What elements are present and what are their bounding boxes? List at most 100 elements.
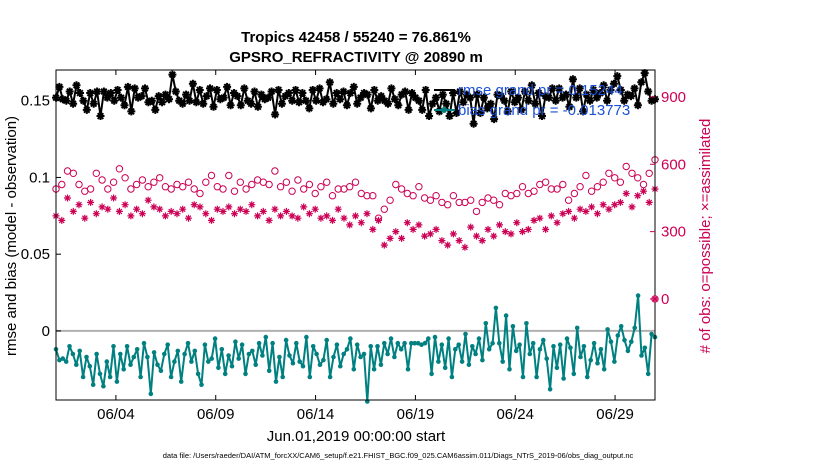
bias-point (598, 347, 604, 352)
rmse-point (442, 99, 451, 108)
assimilated-point (92, 210, 100, 218)
possible-point (564, 196, 573, 204)
rmse-point (134, 93, 143, 102)
assimilated-point (219, 207, 227, 215)
rmse-point (613, 72, 622, 81)
rmse-point (534, 89, 543, 97)
bias-point (524, 321, 529, 326)
rmse-point (281, 92, 290, 101)
bias-point (520, 374, 526, 380)
bias-point (513, 348, 519, 354)
assimilated-point (553, 219, 561, 227)
bias-point (175, 348, 181, 354)
possible-point (305, 180, 314, 189)
bias-point (87, 363, 93, 369)
rmse-point (565, 102, 574, 111)
assimilated-point (208, 216, 215, 224)
assimilated-point (282, 207, 290, 215)
assimilated-point (156, 205, 164, 213)
rmse-point (329, 99, 338, 108)
bias-point (385, 351, 390, 357)
bias-point (294, 340, 299, 346)
possible-point (455, 198, 463, 207)
bias-point (382, 340, 387, 346)
rmse-point (633, 101, 642, 110)
assimilated-point (127, 212, 135, 220)
assimilated-point (121, 201, 129, 209)
rmse-point (630, 84, 639, 93)
bias-point (426, 336, 431, 341)
bias-point (145, 354, 150, 360)
possible-point (444, 201, 452, 209)
bias-point (270, 340, 275, 346)
rmse-point (503, 107, 512, 116)
rmse-point (627, 92, 635, 101)
rmse-point (260, 95, 269, 104)
bias-point (300, 363, 306, 369)
bias-point (273, 379, 279, 384)
rmse-point (575, 84, 584, 93)
assimilated-point (599, 201, 607, 209)
bias-series (53, 293, 658, 404)
rmse-point (161, 90, 170, 99)
assimilated-point (144, 196, 152, 204)
assimilated-point (576, 205, 584, 213)
rmse-point (452, 109, 461, 117)
bias-point (571, 371, 577, 377)
legend-rmse-label: rmse grand pr = 0.15244 (458, 82, 623, 99)
bias-point (557, 342, 563, 348)
possible-point (138, 176, 147, 184)
x-tick-label: 06/04 (97, 406, 135, 423)
assimilated-point (444, 241, 452, 249)
y-right-tick-label: 0 (661, 291, 669, 308)
bias-line (55, 294, 656, 403)
rmse-point (431, 93, 440, 102)
assimilated-point (542, 225, 550, 233)
bias-point (263, 334, 269, 340)
rmse-point (435, 107, 444, 116)
possible-point (300, 185, 308, 193)
bias-point (138, 374, 143, 380)
legend-bias-marker (441, 107, 447, 113)
rmse-point (438, 90, 447, 99)
rmse-point (510, 98, 519, 107)
bias-point (500, 359, 506, 364)
possible-point (645, 169, 653, 178)
bias-point (618, 324, 624, 329)
possible-point (495, 201, 504, 209)
assimilated-point (570, 214, 578, 222)
assimilated-point (369, 225, 377, 233)
bias-point (456, 342, 462, 348)
possible-point (92, 169, 101, 178)
bias-point (490, 340, 495, 346)
bias-point (327, 374, 333, 380)
possible-point (432, 192, 440, 200)
assimilated-point (616, 198, 624, 206)
bias-point (189, 359, 194, 364)
possible-point (109, 178, 118, 186)
assimilated-point (64, 194, 71, 202)
bias-point (402, 340, 407, 346)
y-left-axis-ticks: 0 0.05 0.1 0.15 (21, 93, 61, 340)
rmse-point (483, 104, 492, 113)
bias-point (250, 348, 255, 354)
rmse-point (113, 86, 122, 94)
rmse-point (291, 86, 300, 94)
assimilated-point (329, 216, 336, 224)
rmse-point (640, 69, 649, 78)
possible-point (196, 189, 204, 198)
rmse-point (223, 82, 232, 91)
possible-point (392, 180, 400, 189)
bias-point (635, 293, 641, 298)
bias-point (114, 379, 120, 384)
bias-point (172, 359, 177, 364)
assimilated-point (461, 243, 469, 251)
possible-point (144, 183, 152, 191)
rmse-point (236, 101, 245, 110)
rmse-point (445, 112, 454, 120)
rmse-point (243, 96, 252, 105)
rmse-point (178, 99, 187, 108)
bias-point (101, 383, 106, 389)
rmse-point (319, 98, 327, 107)
bias-point (233, 339, 238, 345)
